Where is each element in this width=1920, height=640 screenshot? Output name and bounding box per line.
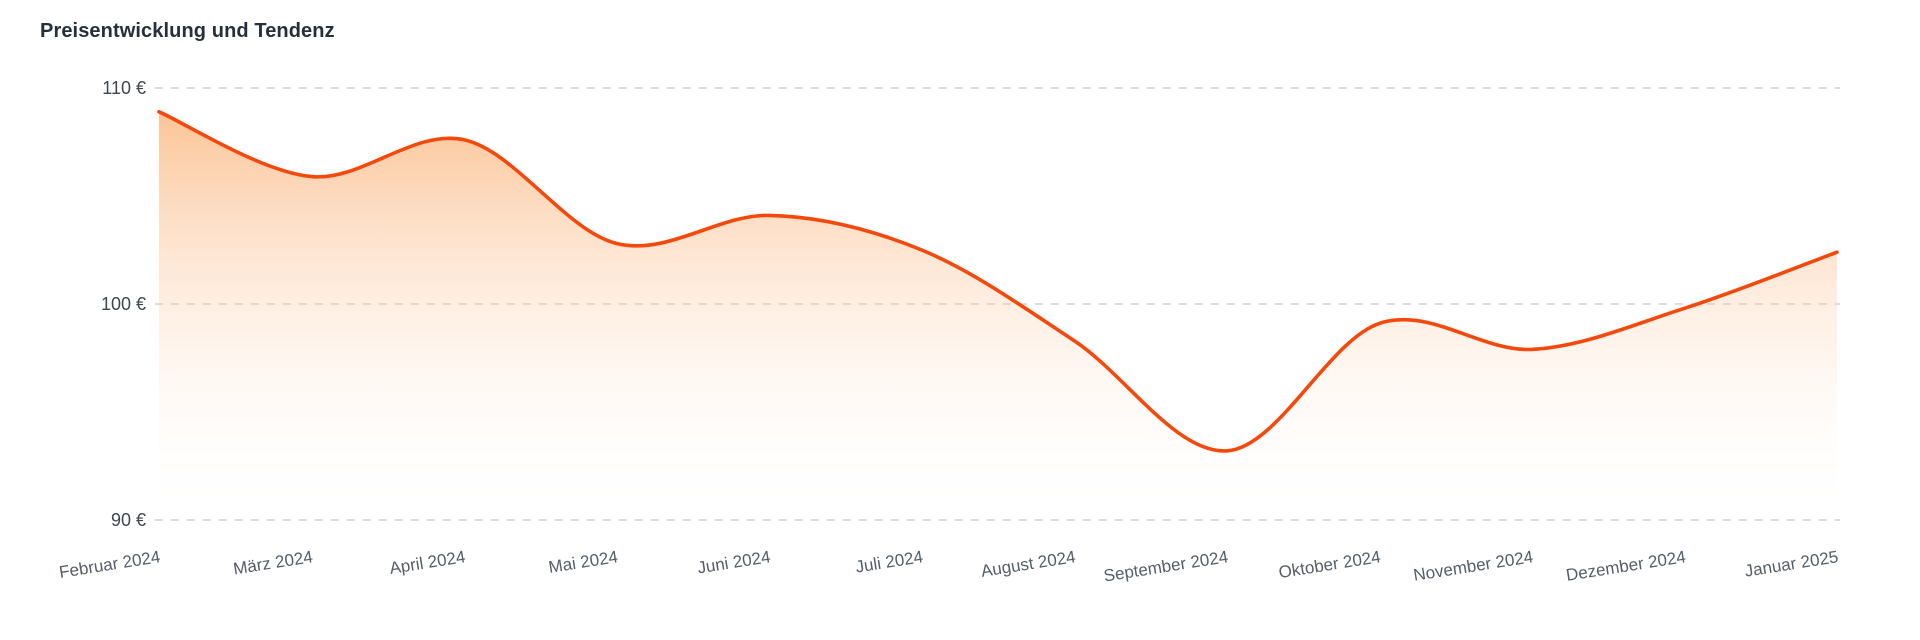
y-axis-label: 100 € <box>101 294 146 314</box>
x-axis-label: April 2024 <box>388 547 467 578</box>
y-axis-label: 110 € <box>102 78 146 98</box>
y-axis-labels: 110 € 100 € 90 € <box>101 78 146 530</box>
x-axis-label: Juni 2024 <box>696 547 772 577</box>
x-axis-label: Februar 2024 <box>58 547 162 582</box>
x-axis-label: Oktober 2024 <box>1277 547 1382 582</box>
x-axis-label: Januar 2025 <box>1743 547 1839 581</box>
area-fill <box>159 111 1837 521</box>
x-axis-label: Juli 2024 <box>854 547 924 576</box>
x-axis-label: Mai 2024 <box>547 547 619 577</box>
x-axis-label: November 2024 <box>1412 547 1534 585</box>
x-axis-label: Dezember 2024 <box>1565 547 1687 585</box>
y-axis-label: 90 € <box>111 510 146 530</box>
x-axis-labels: Februar 2024 März 2024 April 2024 Mai 2024 J… <box>58 547 1840 585</box>
x-axis-label: September 2024 <box>1102 547 1229 585</box>
x-axis-label: März 2024 <box>232 547 314 578</box>
x-axis-label: August 2024 <box>980 547 1077 581</box>
chart-title: Preisentwicklung und Tendenz <box>40 20 335 42</box>
trend-line <box>157 110 1839 453</box>
